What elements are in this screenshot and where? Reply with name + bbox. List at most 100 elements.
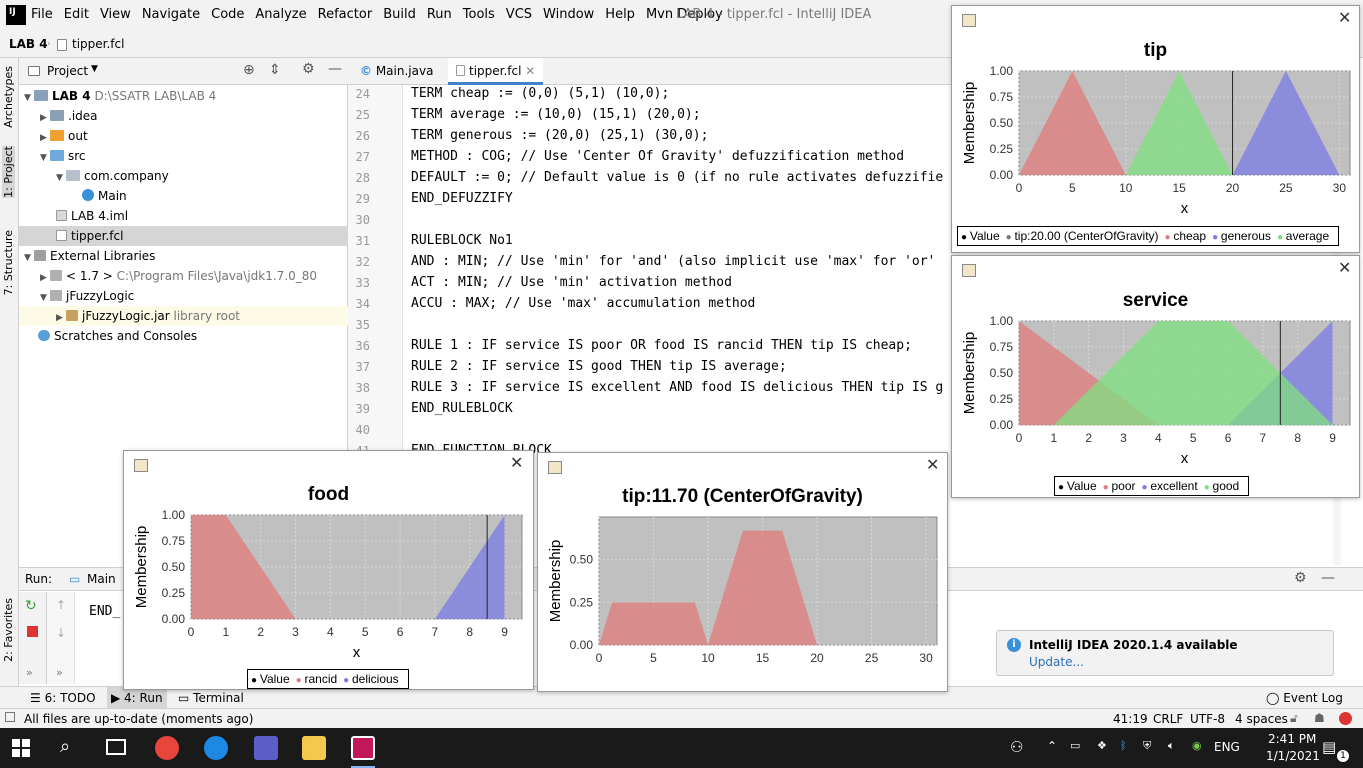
indent-setting[interactable]: 4 spaces — [1235, 712, 1288, 726]
menu-view[interactable]: View — [99, 7, 131, 22]
close-icon[interactable]: ✕ — [510, 453, 524, 472]
bluetooth-icon[interactable]: ᛒ — [1120, 739, 1127, 752]
code-line[interactable]: ACT : MIN; // Use 'min' activation metho… — [411, 275, 732, 290]
code-line[interactable]: RULEBLOCK No1 — [411, 233, 513, 248]
language-indicator[interactable]: ENG — [1214, 740, 1240, 754]
network-icon[interactable]: ▭ — [1070, 739, 1081, 752]
search-icon[interactable]: ⌕ — [60, 736, 71, 757]
project-panel-title[interactable]: Project — [47, 64, 89, 78]
intellij-taskbar-icon[interactable] — [351, 736, 375, 760]
breadcrumb-file[interactable]: tipper.fcl — [72, 37, 125, 51]
minimize-icon[interactable]: — — [1321, 570, 1335, 586]
task-view-icon[interactable] — [106, 739, 126, 755]
close-tab-icon[interactable]: ✕ — [525, 64, 536, 78]
security-icon[interactable]: ⛨ — [1143, 739, 1152, 752]
code-line[interactable]: DEFAULT := 0; // Default value is 0 (if … — [411, 170, 944, 185]
stop-icon[interactable] — [27, 626, 38, 637]
menu-edit[interactable]: Edit — [63, 7, 89, 22]
code-line[interactable]: END_DEFUZZIFY — [411, 191, 513, 206]
tab-tipper-fcl[interactable]: tipper.fcl ✕ — [448, 58, 544, 85]
status-toggle-icon[interactable] — [5, 712, 15, 722]
line-separator[interactable]: CRLF — [1153, 712, 1184, 726]
menu-build[interactable]: Build — [383, 7, 416, 22]
file-encoding[interactable]: UTF-8 — [1190, 712, 1225, 726]
tool-tab-archetypes[interactable]: Archetypes — [2, 66, 15, 128]
chrome-icon[interactable] — [155, 736, 179, 760]
tree-item-jfuzzylogic[interactable]: ▼ jFuzzyLogic — [40, 289, 135, 303]
tree-item-out[interactable]: ▶ out — [40, 129, 88, 143]
gear-icon[interactable]: ⚙ — [1294, 570, 1307, 586]
lock-icon[interactable]: 🔓︎ — [1290, 711, 1298, 725]
tab-main-java[interactable]: © Main.java — [360, 64, 434, 78]
internet-explorer-icon[interactable] — [204, 736, 228, 760]
chevron-down-icon[interactable]: ▼ — [91, 64, 98, 74]
error-icon[interactable] — [1339, 712, 1352, 725]
expand-icon[interactable]: » — [56, 666, 63, 679]
gear-icon[interactable]: ⚙ — [302, 61, 315, 77]
tree-item-src[interactable]: ▼ src — [40, 149, 86, 163]
tool-tab-run[interactable]: ▶ 4: Run — [107, 687, 167, 709]
menu-refactor[interactable]: Refactor — [317, 7, 373, 22]
close-icon[interactable]: ✕ — [1338, 8, 1352, 27]
tool-tab-structure[interactable]: 7: Structure — [2, 230, 15, 296]
code-line[interactable]: TERM average := (10,0) (15,1) (20,0); — [411, 107, 701, 122]
close-icon[interactable]: ✕ — [1338, 258, 1352, 277]
menu-navigate[interactable]: Navigate — [141, 7, 201, 22]
notifications-icon[interactable]: ▤ — [1322, 738, 1337, 756]
rerun-icon[interactable]: ↻ — [25, 598, 37, 614]
tool-tab-terminal[interactable]: ▭ Terminal — [178, 691, 244, 705]
tree-item-jdk[interactable]: ▶ < 1.7 > C:\Program Files\Java\jdk1.7.0_… — [40, 269, 318, 283]
menu-run[interactable]: Run — [426, 7, 452, 22]
menu-mvn-deploy[interactable]: Mvn Deploy — [645, 7, 723, 22]
code-line[interactable]: RULE 1 : IF service IS poor OR food IS r… — [411, 338, 912, 353]
arrow-up-icon[interactable]: ↑ — [56, 598, 67, 612]
volume-icon[interactable]: 🔈︎ — [1168, 739, 1175, 752]
run-config-tab[interactable]: Main — [87, 572, 116, 586]
code-line[interactable]: ACCU : MAX; // Use 'max' accumulation me… — [411, 296, 756, 311]
tree-item-tipper-fcl[interactable]: tipper.fcl — [19, 226, 348, 246]
arrow-down-icon[interactable]: ↓ — [56, 626, 67, 640]
clock-time[interactable]: 2:41 PM — [1268, 732, 1317, 746]
tray-chevron-up-icon[interactable]: ⌃ — [1047, 739, 1058, 753]
code-line[interactable]: AND : MIN; // Use 'min' for 'and' (also … — [411, 254, 936, 269]
inspector-icon[interactable]: ☗ — [1314, 711, 1325, 725]
tool-tab-favorites[interactable]: 2: Favorites — [2, 598, 15, 662]
menu-file[interactable]: File — [31, 7, 53, 22]
nvidia-icon[interactable]: ◉ — [1192, 739, 1202, 752]
collapse-all-icon[interactable]: ⇕ — [269, 62, 281, 78]
menu-window[interactable]: Window — [543, 7, 595, 22]
code-line[interactable]: TERM cheap := (0,0) (5,1) (10,0); — [411, 86, 670, 101]
tree-item-main[interactable]: Main — [19, 186, 348, 206]
update-link[interactable]: Update... — [1029, 655, 1084, 669]
tree-item-external-libraries[interactable]: ▼ External Libraries — [24, 249, 156, 263]
caret-position[interactable]: 41:19 — [1113, 712, 1148, 726]
clock-date[interactable]: 1/1/2021 — [1266, 749, 1320, 763]
menu-tools[interactable]: Tools — [462, 7, 495, 22]
tree-item-com-company[interactable]: ▼ com.company — [56, 169, 169, 183]
menu-vcs[interactable]: VCS — [505, 7, 533, 22]
menu-code[interactable]: Code — [211, 7, 245, 22]
code-line[interactable]: RULE 2 : IF service IS good THEN tip IS … — [411, 359, 787, 374]
breadcrumb-project[interactable]: LAB 4 — [9, 37, 48, 51]
dropbox-icon[interactable]: ❖ — [1097, 739, 1107, 752]
code-line[interactable]: METHOD : COG; // Use 'Center Of Gravity'… — [411, 149, 905, 164]
code-line[interactable]: END_RULEBLOCK — [411, 401, 513, 416]
tool-tab-todo[interactable]: ☰ 6: TODO — [30, 691, 96, 705]
event-log-button[interactable]: ◯ Event Log — [1266, 691, 1343, 705]
file-explorer-icon[interactable] — [302, 736, 326, 760]
tree-item-lab4-iml[interactable]: LAB 4.iml — [19, 206, 348, 226]
menu-help[interactable]: Help — [605, 7, 635, 22]
minimize-icon[interactable]: — — [328, 61, 342, 77]
tree-item-lab4[interactable]: ▼ LAB 4 D:\SSATR LAB\LAB 4 — [24, 89, 217, 103]
teams-icon[interactable] — [254, 736, 278, 760]
tree-item-idea[interactable]: ▶ .idea — [40, 109, 98, 123]
windows-start-icon[interactable] — [12, 739, 30, 757]
tool-tab-project[interactable]: 1: Project — [2, 146, 15, 198]
close-icon[interactable]: ✕ — [926, 455, 940, 474]
menu-analyze[interactable]: Analyze — [255, 7, 307, 22]
tree-item-jfuzzylogic-jar[interactable]: ▶ jFuzzyLogic.jar library root — [19, 306, 348, 326]
expand-icon[interactable]: » — [26, 666, 33, 679]
people-icon[interactable]: ⚇ — [1010, 738, 1024, 756]
code-line[interactable]: TERM generous := (20,0) (25,1) (30,0); — [411, 128, 709, 143]
locate-icon[interactable]: ⊕ — [243, 62, 255, 78]
